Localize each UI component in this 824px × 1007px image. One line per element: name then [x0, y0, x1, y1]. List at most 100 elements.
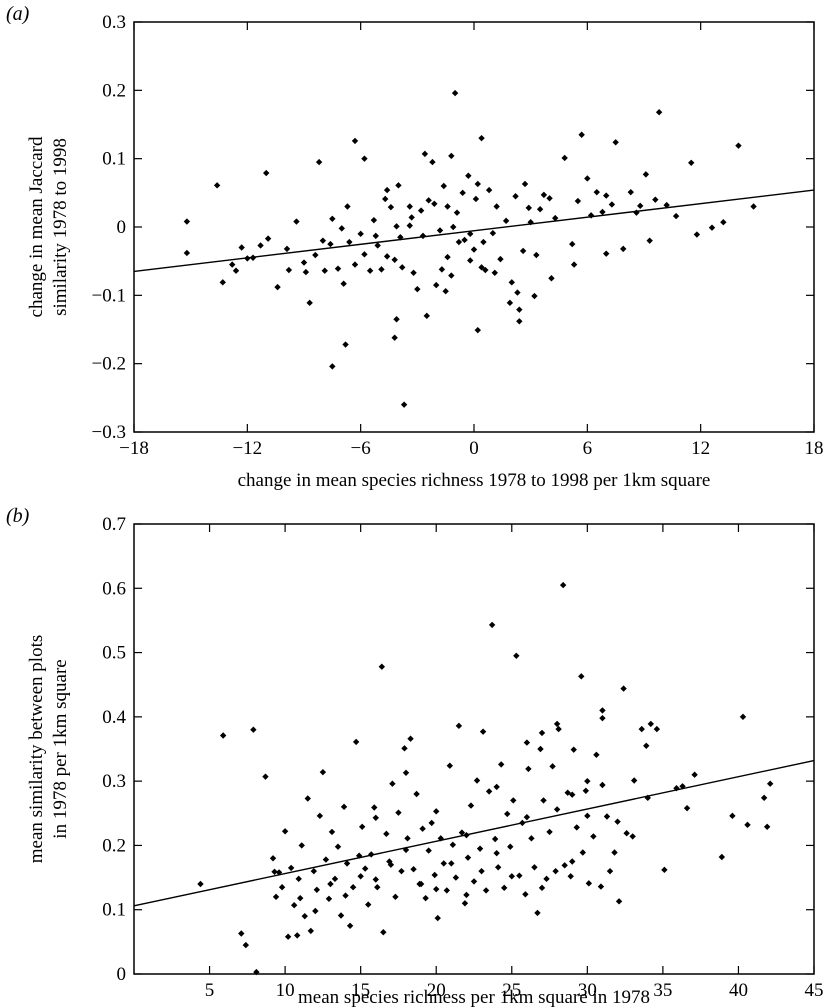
panel-b-data-point	[197, 880, 204, 888]
panel-b-data-point	[343, 860, 351, 867]
panel-b-data-point	[679, 783, 686, 790]
panel-a-data-point	[238, 244, 245, 251]
panel-b-regression-line	[133, 759, 815, 907]
panel-a-data-point	[436, 227, 444, 234]
panel-b-data-point	[620, 685, 627, 692]
panel-b-y-tick-label: 0.5	[102, 643, 126, 664]
panel-a-data-point	[338, 225, 345, 232]
panel-a-data-point	[708, 224, 716, 231]
panel-a-data-point	[540, 191, 548, 199]
panel-a-data-point	[455, 238, 463, 246]
panel-a-data-point	[493, 203, 500, 210]
panel-a-data-point	[399, 264, 406, 271]
panel-a-tick-labels: −18 −12 −6 0 6 12 18 −0.3 −0.2 −0.1 0 0.1 0.2 0.3	[92, 12, 824, 459]
panel-b-data-point	[372, 814, 379, 821]
panel-b-data-point	[538, 884, 546, 892]
panel-b-data-point	[419, 825, 426, 832]
panel-b-data-point	[523, 813, 531, 821]
panel-b-data-point	[537, 745, 544, 753]
panel-b-data-point	[307, 927, 314, 935]
panel-b-data-point	[428, 819, 435, 827]
panel-b-data-point	[334, 843, 342, 850]
panel-a-data-point	[482, 266, 489, 274]
panel-b-data-point	[368, 851, 375, 858]
panel-b-data-point	[431, 871, 438, 879]
panel-b-data-point	[464, 854, 472, 861]
panel-b-data-point	[553, 720, 561, 728]
panel-a-data-point	[232, 267, 240, 274]
panel-a-data-point	[361, 155, 368, 162]
panel-a-data-point	[300, 259, 308, 266]
panel-a-data-point	[421, 150, 429, 158]
panel-b-data-point	[297, 894, 304, 902]
panel-b-data-point	[278, 884, 286, 891]
panel-a-data-point	[425, 197, 432, 204]
panel-a-data-point	[478, 264, 485, 271]
panel-a-data-point	[587, 212, 595, 219]
panel-a-data-point	[525, 204, 532, 212]
panel-b-data-point	[392, 893, 399, 901]
panel-b-data-point	[570, 746, 577, 753]
panel-b-data-point	[643, 742, 650, 749]
panel-a-data-point	[327, 240, 334, 248]
panel-a-data-point	[400, 401, 408, 408]
panel-a-data-point	[688, 159, 695, 166]
panel-b-data-point	[417, 880, 425, 888]
panel-b-data-point	[647, 720, 654, 728]
panel-a-data-point	[444, 253, 451, 261]
panel-b-data-point	[590, 833, 597, 840]
panel-b-data-point	[729, 812, 736, 820]
panel-b-data-point	[401, 745, 408, 752]
panel-b-data-point	[549, 763, 556, 770]
panel-a-data-point	[467, 230, 474, 238]
panel-a-data-point	[408, 214, 415, 221]
panel-b-data-point	[603, 813, 611, 820]
panel-a-x-axis-label: change in mean species richness 1978 to …	[238, 470, 711, 491]
panel-a-data-point	[478, 134, 485, 142]
panel-b-y-tick-label: 0.1	[102, 900, 126, 921]
panel-b-data-point	[485, 788, 493, 795]
panel-a-data-point	[599, 208, 606, 216]
panel-a-data-point	[351, 137, 359, 145]
panel-a-data-point	[485, 186, 493, 194]
panel-a-data-point	[461, 236, 468, 244]
panel-a-y-axis-label-line-2: similarity 1978 to 1998	[50, 138, 71, 316]
panel-b-data-point	[467, 802, 475, 809]
panel-a-data-point	[334, 265, 342, 272]
panel-a-ticks	[133, 21, 815, 433]
panel-b-data-point	[569, 791, 576, 798]
panel-a-data-point	[433, 281, 440, 289]
panel-a-data-point	[531, 292, 538, 300]
panel-b-x-tick-label: 15	[351, 980, 370, 1001]
panel-b-data-point	[569, 858, 576, 865]
panel-a-x-tick-label: 0	[469, 438, 479, 459]
panel-b-data-point	[219, 732, 227, 739]
panel-b-data-point	[461, 900, 469, 907]
panel-a-data-point	[302, 268, 310, 276]
panel-b-data-point	[476, 845, 484, 852]
panel-b-data-point	[284, 933, 292, 940]
panel-a-data-point	[329, 363, 336, 370]
panel-b-data-point	[312, 907, 319, 915]
panel-a-data-point	[229, 261, 236, 268]
panel-a-data-point	[612, 139, 619, 146]
panel-b-data-point	[433, 808, 440, 815]
panel-a-y-tick-label: 0	[117, 217, 127, 238]
panel-a-y-tick-label: 0.3	[102, 12, 126, 33]
panel-b-data-point	[458, 829, 466, 836]
panel-b-data-point	[281, 828, 289, 835]
panel-b-y-axis-label-line-1: mean similarity between plots	[26, 635, 47, 863]
panel-b-data-point	[593, 751, 600, 758]
panel-a-data-point	[570, 261, 578, 268]
panel-a-data-point	[474, 326, 481, 334]
panel-b-data-point	[498, 761, 505, 768]
panel-b-data-point	[319, 768, 327, 776]
panel-b-data-point	[470, 878, 478, 885]
panel-a-data-point	[378, 266, 385, 273]
panel-b-data-point	[378, 663, 386, 670]
panel-b-data-point	[614, 818, 621, 825]
panel-b-data-point	[597, 883, 605, 890]
panel-a-data-point	[663, 201, 670, 209]
panel-a-x-tick-label: 12	[691, 438, 710, 459]
panel-a-data-point	[391, 256, 398, 263]
